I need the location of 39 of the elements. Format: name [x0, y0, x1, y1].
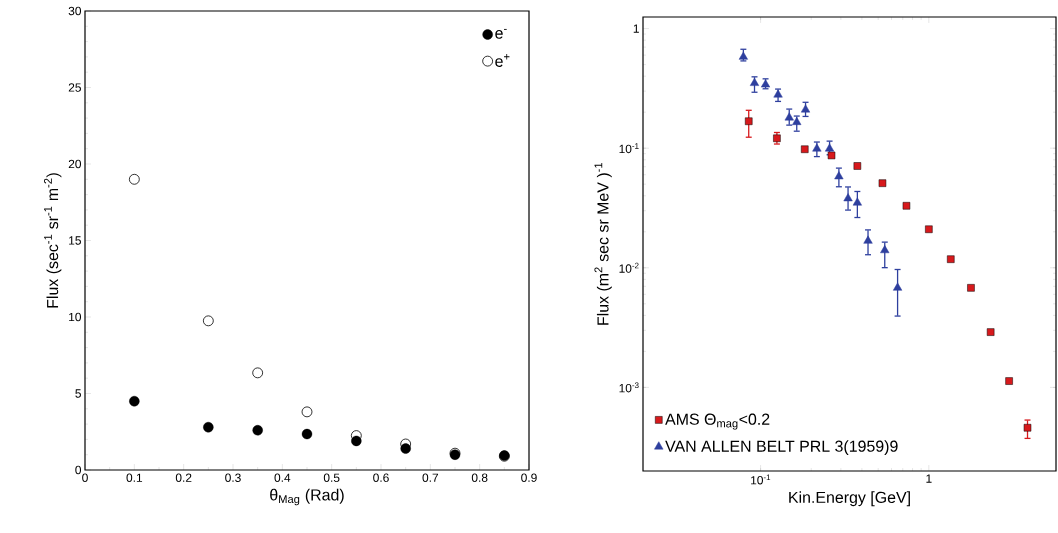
y-tick-label: 1	[633, 24, 639, 33]
point	[301, 406, 313, 418]
x-axis-title: Kin.Energy [GeV]	[789, 491, 910, 507]
y-tick-label: 10$^{-1}$	[619, 143, 639, 154]
y-tick-label: 15	[69, 236, 81, 245]
y-tick-label: 25	[68, 83, 81, 92]
y-axis-title: Flux (sec$^{-1}$ sr$^{-1}$ m$^{-2}$)	[44, 173, 62, 308]
x-tick-label: 0.6	[373, 473, 389, 482]
x-tick-label: 0.5	[323, 473, 340, 482]
point	[301, 428, 313, 440]
x-tick-label: 0.7	[422, 473, 439, 482]
x-axis-title: θ$_{Mag}$ (Rad)	[270, 488, 344, 506]
x-tick-label: 0	[82, 473, 88, 482]
x-tick-label: 1	[926, 474, 932, 483]
y-tick-label: 0	[75, 465, 82, 475]
x-tick-label: 0.9	[521, 473, 537, 482]
y-tick-label: 10$^{-2}$	[619, 262, 639, 273]
y-axis-title: Flux (m$^{2}$ sec sr MeV )$^{-1}$	[594, 162, 612, 325]
y-tick-label: 30	[68, 6, 82, 16]
legend-label: e$^{-}$	[495, 28, 507, 39]
legend-label: VAN ALLEN BELT PRL 3(1959)9	[665, 440, 898, 455]
point	[252, 425, 263, 436]
x-tick-label: 0.2	[175, 473, 192, 482]
x-tick-label: 0.3	[225, 473, 241, 482]
point	[203, 421, 214, 433]
point	[202, 315, 214, 327]
y-tick-label: 20	[68, 159, 82, 169]
x-tick-label: 0.1	[126, 473, 143, 482]
y-tick-label: 5	[75, 389, 81, 398]
x-tick-label: 10$^{-1}$	[751, 474, 771, 485]
x-tick-label: 0.8	[471, 473, 488, 482]
point	[252, 367, 264, 379]
x-tick-label: 0.4	[274, 473, 291, 482]
point	[128, 173, 140, 185]
y-tick-label: 10	[69, 312, 82, 322]
point	[129, 395, 140, 407]
legend-label: e$^{+}$	[495, 54, 510, 67]
legend-label: AMS Θ$_{mag}$<0.2	[665, 413, 770, 430]
y-tick-label: 10$^{-3}$	[619, 382, 639, 393]
